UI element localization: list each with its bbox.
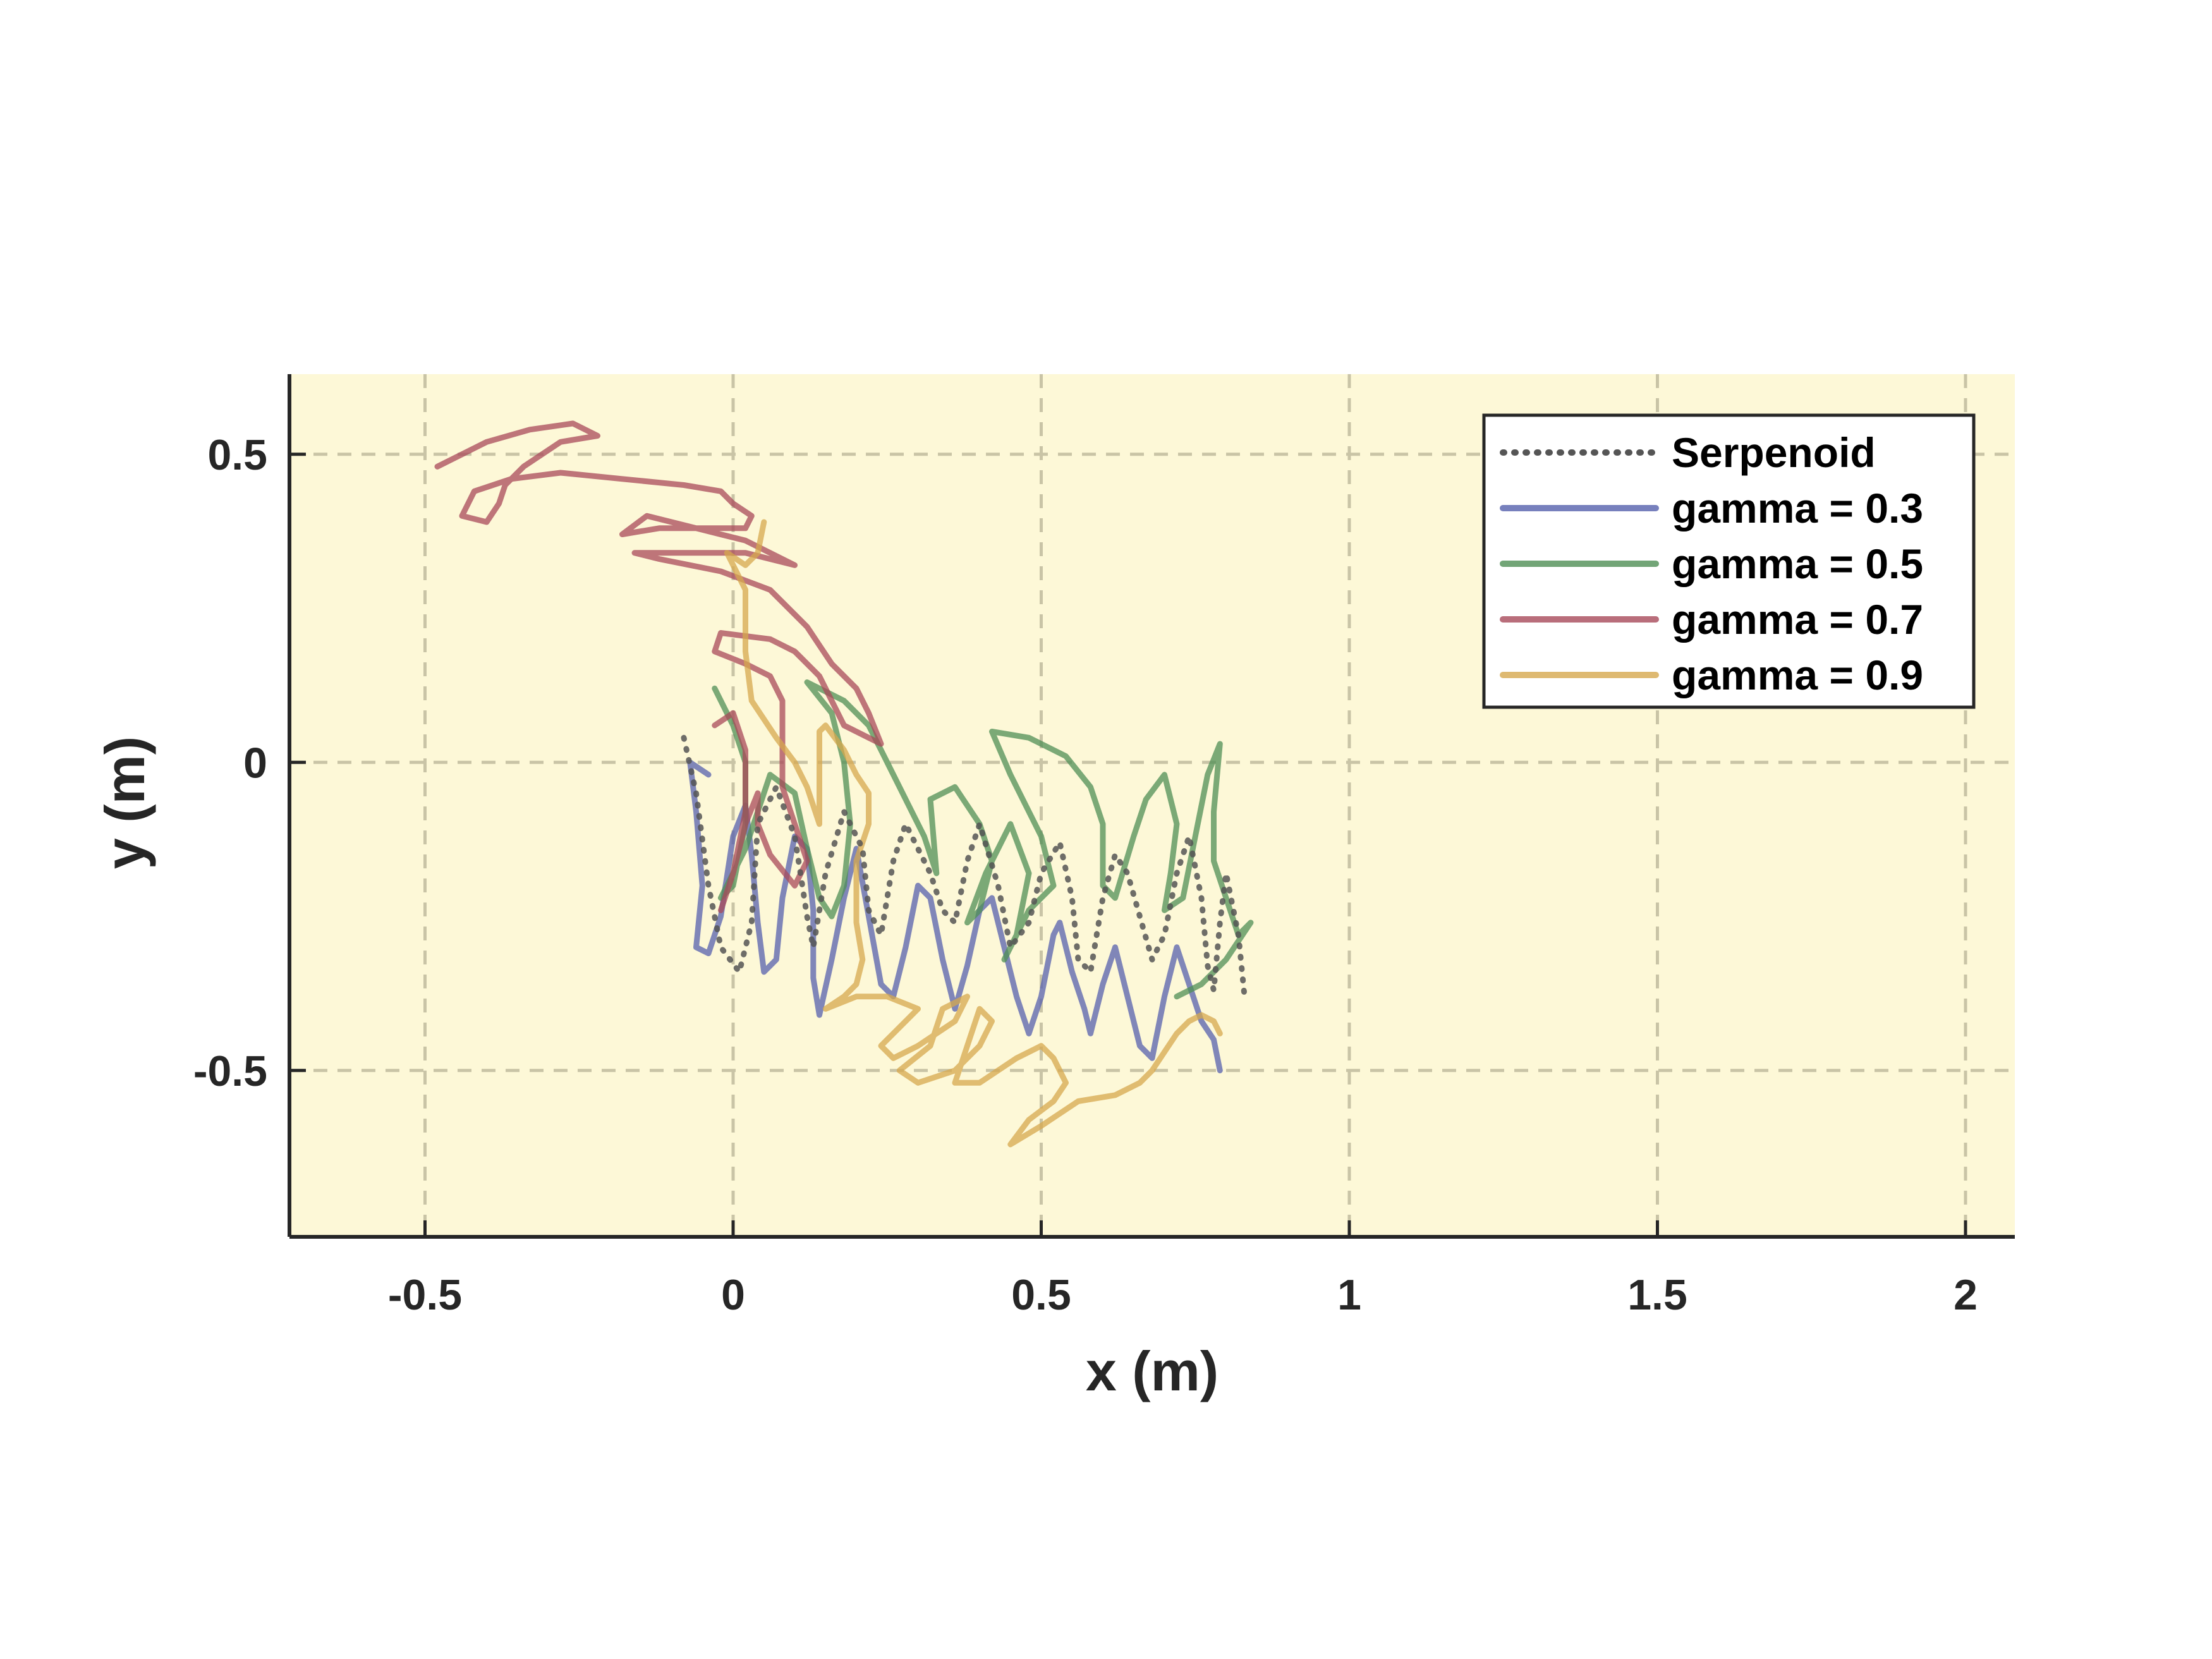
y-tick-labels: -0.5 0 0.5 — [193, 431, 267, 1095]
y-tick-label: -0.5 — [193, 1047, 267, 1095]
series-line-3 — [434, 420, 884, 913]
x-axis-label: x (m) — [1086, 1340, 1218, 1402]
x-tick-label: 1 — [1337, 1271, 1361, 1319]
series-line-0 — [681, 734, 1248, 1000]
series-lines — [434, 420, 1254, 1148]
series-line-4 — [724, 519, 1223, 1148]
axes — [288, 374, 2015, 1239]
legend-box — [1482, 413, 1976, 709]
x-tick-label: 1.5 — [1627, 1271, 1687, 1319]
y-axis-label: y (m) — [94, 736, 156, 869]
y-tick-label: 0 — [243, 739, 267, 787]
legend-label-2: gamma = 0.5 — [1672, 540, 1923, 587]
y-tick-label: 0.5 — [207, 431, 267, 479]
x-tick-label: 0.5 — [1011, 1271, 1071, 1319]
x-tick-labels: -0.5 0 0.5 1 1.5 2 — [388, 1271, 1978, 1319]
legend-label-0: Serpenoid — [1672, 429, 1876, 476]
x-tick-label: 2 — [1954, 1271, 1978, 1319]
x-tick-label: 0 — [721, 1271, 745, 1319]
legend-label-4: gamma = 0.9 — [1672, 652, 1923, 698]
legend: Serpenoid gamma = 0.3 gamma = 0.5 gamma = 0… — [1482, 413, 1976, 709]
legend-label-1: gamma = 0.3 — [1672, 485, 1923, 532]
x-tick-label: -0.5 — [388, 1271, 462, 1319]
legend-label-3: gamma = 0.7 — [1672, 596, 1923, 643]
